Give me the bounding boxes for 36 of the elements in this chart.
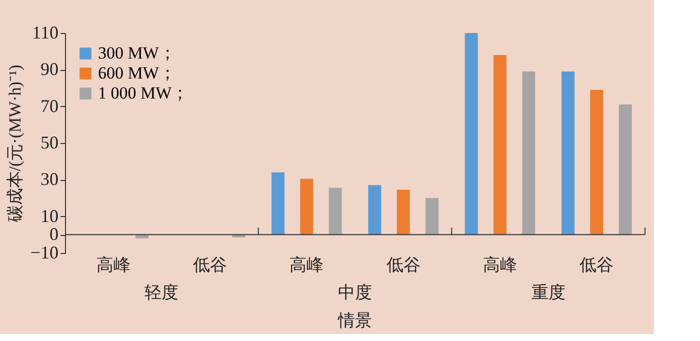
text: 中度 [338, 283, 372, 302]
bar [494, 55, 506, 235]
bar [300, 178, 314, 235]
bar [135, 234, 148, 238]
bar [522, 72, 536, 235]
y-tick-label: 70 [40, 96, 58, 116]
bar [368, 185, 382, 235]
y-tick-label: 10 [40, 206, 58, 226]
text: 重度 [531, 283, 566, 302]
x-tick-label: 低谷 [580, 256, 614, 274]
bar [232, 234, 246, 238]
y-tick-label: 50 [40, 132, 58, 152]
bar [328, 188, 342, 235]
bar [272, 172, 285, 235]
y-tick-label: 90 [40, 59, 58, 80]
y-tick-label: −10 [30, 242, 58, 262]
bar [425, 198, 438, 235]
x-tick-label: 低谷 [386, 256, 420, 274]
x-tick-label: 高峰 [290, 256, 324, 274]
text: 轻度 [144, 283, 179, 302]
x-axis-title: 情景 [337, 311, 372, 330]
bar [562, 72, 575, 235]
legend-label: 600 MW； [98, 64, 176, 82]
bar [618, 104, 632, 235]
y-axis-title: 碳成本/(元·(MW·h)⁻¹) [5, 64, 24, 224]
x-tick-label: 高峰 [483, 256, 517, 274]
legend-label: 1 000 MW； [98, 84, 189, 102]
bar [590, 90, 604, 235]
bar [396, 190, 410, 235]
x-tick-label: 高峰 [96, 256, 130, 274]
y-tick-label: 0 [50, 224, 58, 244]
x-tick-label: 低谷 [193, 256, 227, 274]
y-tick-label: 30 [40, 169, 58, 190]
y-tick-label: 110 [32, 22, 58, 42]
bar [464, 33, 478, 235]
legend-label: 300 MW； [98, 44, 176, 62]
